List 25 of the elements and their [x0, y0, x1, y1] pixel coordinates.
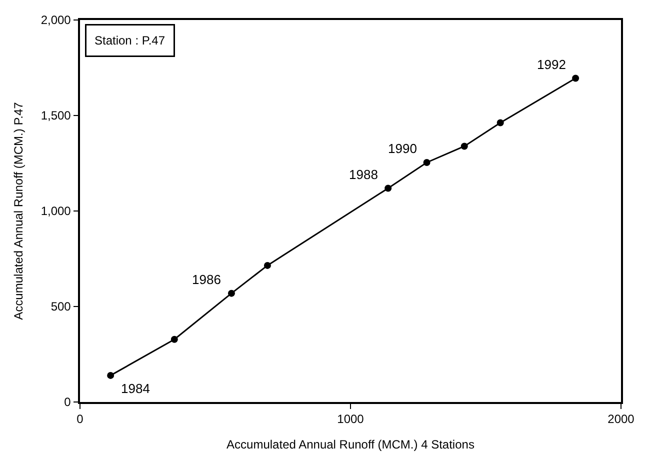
point [423, 158, 430, 166]
annotation: 1990 [388, 141, 417, 156]
annotation: Station : P.47 [94, 34, 166, 48]
point [572, 74, 580, 82]
point [460, 142, 468, 150]
x-tick-label: 2000 [608, 412, 635, 426]
y-tick-label: 1,000 [40, 204, 72, 218]
point [264, 262, 271, 269]
x-tick-label: 0 [76, 412, 84, 426]
y-axis-title: Accumulated Annual Runoff (MCM.) P.47 [12, 102, 26, 320]
y-tick-label: 0 [64, 395, 72, 410]
annotation: 1988 [349, 167, 378, 182]
y-tick-label: 2,000 [40, 13, 72, 28]
annotation: 1984 [121, 381, 150, 396]
point [228, 290, 235, 297]
annotation: 1986 [192, 272, 221, 287]
x-tick-label: 1000 [337, 412, 364, 426]
point [496, 119, 504, 126]
y-tick-label: 500 [50, 300, 72, 314]
annotation: 1992 [537, 57, 566, 72]
point [107, 372, 114, 379]
point [170, 336, 178, 343]
x-axis-title: Accumulated Annual Runoff (MCM.) 4 Stations [226, 438, 474, 452]
y-tick-label: 1,500 [40, 108, 72, 123]
point [384, 184, 392, 192]
